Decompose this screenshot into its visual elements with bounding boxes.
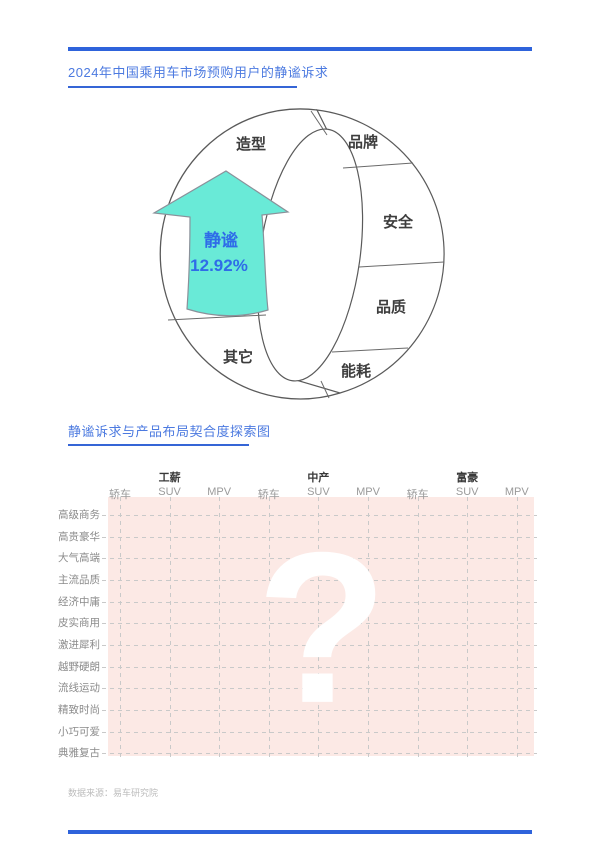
grid-background xyxy=(108,497,534,756)
top-accent-bar xyxy=(68,47,532,51)
demand-ring-diagram: 造型 品牌 安全 品质 能耗 其它 静谧 12.92% xyxy=(152,108,445,400)
column-header-轿车: 轿车 xyxy=(257,489,280,501)
row-label: 高级商务 xyxy=(58,509,100,521)
gridline-h xyxy=(102,515,537,516)
row-label: 激进犀利 xyxy=(58,639,100,651)
row-label: 小巧可爱 xyxy=(58,725,100,738)
gridline-h xyxy=(102,731,537,733)
row-label: 精致时尚 xyxy=(58,703,100,716)
bottom-accent-bar xyxy=(68,830,532,834)
gridline-h xyxy=(102,536,537,538)
gridline-h xyxy=(102,666,537,668)
gridline-v xyxy=(368,497,369,759)
gridline-h xyxy=(102,580,537,581)
gridline-h xyxy=(102,645,537,646)
section2-underline xyxy=(68,444,249,446)
gridline-h xyxy=(102,753,537,755)
placeholder-question-mark: ? xyxy=(256,506,388,748)
gridline-v xyxy=(120,497,121,759)
column-header-mpv: MPV xyxy=(356,486,380,498)
row-label: 典雅复古 xyxy=(58,747,100,760)
column-header-轿车: 轿车 xyxy=(109,489,131,501)
row-label: 高贵豪华 xyxy=(58,530,100,543)
group-header: 富豪 xyxy=(456,472,479,484)
quiet-label: 静谧 xyxy=(204,230,238,250)
row-label: 流线运动 xyxy=(58,682,100,695)
column-header-suv: SUV xyxy=(307,486,330,498)
data-source-note: 数据来源：易车研究院 xyxy=(68,788,159,798)
row-label: 皮实商用 xyxy=(58,617,100,630)
group-header: 工薪 xyxy=(158,472,181,484)
column-header-mpv: MPV xyxy=(207,486,232,498)
segment-label-energy: 能耗 xyxy=(341,362,371,380)
column-header-轿车: 轿车 xyxy=(406,489,429,501)
gridline-h xyxy=(102,601,537,603)
gridline-v xyxy=(169,497,171,759)
section1-underline xyxy=(68,86,297,88)
section1-title: 2024年中国乘用车市场预购用户的静谧诉求 xyxy=(68,65,329,80)
quiet-value: 12.92% xyxy=(190,256,248,275)
row-label: 主流品质 xyxy=(58,574,100,586)
gridline-h xyxy=(102,623,537,625)
segment-label-safety: 安全 xyxy=(383,213,414,231)
segment-label-quality: 品质 xyxy=(376,298,406,316)
column-header-mpv: MPV xyxy=(504,486,529,498)
gridline-h xyxy=(102,709,537,711)
segment-label-styling: 造型 xyxy=(236,135,266,153)
row-label: 大气高端 xyxy=(58,552,100,565)
gridline-h xyxy=(102,558,537,560)
segment-label-other: 其它 xyxy=(223,348,253,366)
gridline-v xyxy=(417,497,419,759)
group-header: 中产 xyxy=(307,472,330,484)
row-label: 经济中庸 xyxy=(58,595,100,608)
column-header-suv: SUV xyxy=(158,486,181,498)
row-label: 越野硬朗 xyxy=(58,660,100,673)
gridline-v xyxy=(219,497,221,759)
gridline-v xyxy=(516,497,518,759)
ring-outer-arc xyxy=(159,108,341,400)
gridline-v xyxy=(268,497,270,759)
gridline-v xyxy=(318,497,320,759)
segment-label-brand: 品牌 xyxy=(348,133,378,151)
ring-panel-dividers xyxy=(167,110,445,399)
column-header-suv: SUV xyxy=(455,486,479,498)
section2-title: 静谧诉求与产品布局契合度探索图 xyxy=(68,424,271,439)
gridline-h xyxy=(102,688,537,690)
quiet-demand-arrow xyxy=(152,170,290,317)
gridline-v xyxy=(467,497,469,759)
